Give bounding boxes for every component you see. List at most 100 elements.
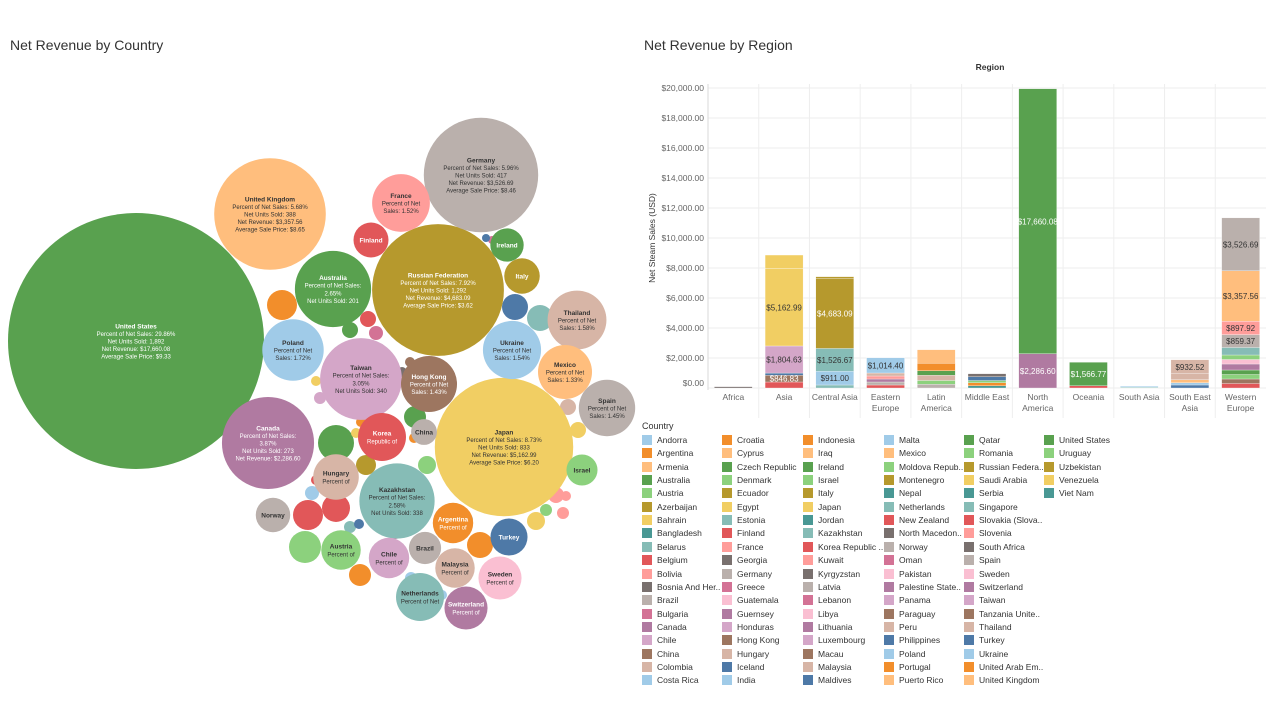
legend-item-czech-republic[interactable]: Czech Republic xyxy=(722,461,797,473)
bubble-germany-circle[interactable] xyxy=(423,117,539,233)
legend-item-chile[interactable]: Chile xyxy=(642,635,676,646)
bubble-germany[interactable]: Germany Percent of Net Sales: 5.96% Net Un… xyxy=(423,117,539,233)
legend-item-netherlands[interactable]: Netherlands xyxy=(884,501,945,513)
minor-country-bubble[interactable] xyxy=(293,500,323,530)
legend-item-india[interactable]: India xyxy=(722,675,755,686)
bar-segment-south-east-asia[interactable] xyxy=(1170,379,1210,383)
legend-item-montenegro[interactable]: Montenegro xyxy=(884,475,944,486)
legend-item-lithuania[interactable]: Lithuania xyxy=(803,621,853,633)
bubble-argentina-circle[interactable] xyxy=(432,502,474,544)
minor-country-bubble[interactable] xyxy=(354,519,364,529)
bubble-finland[interactable]: Finland xyxy=(353,222,389,258)
legend-item-norway[interactable]: Norway xyxy=(884,541,928,553)
legend-item-spain[interactable]: Spain xyxy=(964,555,1001,566)
legend-item-ireland[interactable]: Ireland xyxy=(803,461,844,473)
minor-country-bubble[interactable] xyxy=(314,392,326,404)
bubble-finland-circle[interactable] xyxy=(353,222,389,258)
bubble-hungary-circle[interactable] xyxy=(313,454,359,500)
bubble-france-circle[interactable] xyxy=(372,174,430,232)
bar-segment-latin-america[interactable] xyxy=(917,380,956,385)
bar-segment-eastern-europe[interactable] xyxy=(866,357,905,374)
bubble-russian-federation[interactable]: Russian Federation Percent of Net Sales: … xyxy=(372,224,504,356)
legend-item-panama[interactable]: Panama xyxy=(884,595,931,606)
legend-item-brazil[interactable]: Brazil xyxy=(642,595,678,606)
minor-country-bubble[interactable] xyxy=(502,294,528,320)
legend-item-viet-nam[interactable]: Viet Nam xyxy=(1044,488,1094,499)
legend-item-slovenia[interactable]: Slovenia xyxy=(964,528,1012,539)
bar-segment-middle-east[interactable] xyxy=(967,373,1007,377)
bubble-japan-circle[interactable] xyxy=(434,377,574,517)
legend-item-malta[interactable]: Malta xyxy=(884,435,920,446)
legend-item-canada[interactable]: Canada xyxy=(642,621,687,633)
minor-country-bubble[interactable] xyxy=(560,399,576,415)
bubble-netherlands-circle[interactable] xyxy=(396,573,444,621)
bubble-ireland-circle[interactable] xyxy=(490,228,524,262)
legend-item-kuwait[interactable]: Kuwait xyxy=(803,555,844,566)
legend-item-japan[interactable]: Japan xyxy=(803,501,841,513)
legend-item-ecuador[interactable]: Ecuador xyxy=(722,488,769,499)
bar-segment-western-europe[interactable] xyxy=(1221,374,1260,380)
legend-item-united-kingdom[interactable]: United Kingdom xyxy=(964,675,1039,686)
legend-item-poland[interactable]: Poland xyxy=(884,648,925,660)
legend-item-bahrain[interactable]: Bahrain xyxy=(642,515,686,526)
bubble-australia-circle[interactable] xyxy=(294,250,372,328)
bubble-israel[interactable]: Israel xyxy=(566,454,598,486)
legend-item-jordan[interactable]: Jordan xyxy=(803,515,844,526)
bubble-israel-circle[interactable] xyxy=(566,454,598,486)
legend-item-greece[interactable]: Greece xyxy=(722,581,765,593)
legend-item-puerto-rico[interactable]: Puerto Rico xyxy=(884,675,943,686)
bar-segment-western-europe[interactable] xyxy=(1221,378,1260,384)
legend-item-estonia[interactable]: Estonia xyxy=(722,515,765,526)
bubble-chile-circle[interactable] xyxy=(368,537,410,579)
legend-item-singapore[interactable]: Singapore xyxy=(964,501,1018,513)
bubble-norway[interactable]: Norway xyxy=(255,497,291,533)
legend-item-ukraine[interactable]: Ukraine xyxy=(964,648,1008,660)
bubble-united-kingdom-circle[interactable] xyxy=(214,158,326,270)
legend-item-argentina[interactable]: Argentina xyxy=(642,448,693,459)
bubble-malaysia-circle[interactable] xyxy=(435,548,475,588)
legend-item-russian-federa[interactable]: Russian Federa.. xyxy=(964,461,1044,473)
bar-segment-eastern-europe[interactable] xyxy=(866,378,905,383)
bubble-china[interactable]: China xyxy=(411,419,437,445)
bar-segment-eastern-europe[interactable] xyxy=(866,372,905,377)
bar-segment-latin-america[interactable] xyxy=(917,375,956,381)
legend-item-moldova-repub[interactable]: Moldova Repub.. xyxy=(884,461,963,473)
minor-country-bubble[interactable] xyxy=(482,234,490,242)
legend-item-israel[interactable]: Israel xyxy=(803,475,839,486)
legend-item-hungary[interactable]: Hungary xyxy=(722,648,769,660)
legend-item-saudi-arabia[interactable]: Saudi Arabia xyxy=(964,475,1027,486)
minor-country-bubble[interactable] xyxy=(540,504,552,516)
bubble-brazil[interactable]: Brazil xyxy=(408,531,442,565)
legend-item-bulgaria[interactable]: Bulgaria xyxy=(642,608,688,620)
bar-segment-eastern-europe[interactable] xyxy=(866,384,905,389)
legend-item-malaysia[interactable]: Malaysia xyxy=(803,661,852,673)
legend-item-thailand[interactable]: Thailand xyxy=(964,621,1012,633)
bubble-japan[interactable]: Japan Percent of Net Sales: 8.73% Net Unit… xyxy=(434,377,574,517)
legend-item-austria[interactable]: Austria xyxy=(642,488,683,499)
bar-segment-south-east-asia[interactable] xyxy=(1170,382,1210,386)
legend-item-belarus[interactable]: Belarus xyxy=(642,541,686,553)
bar-segment-latin-america[interactable] xyxy=(917,349,956,364)
legend-item-nepal[interactable]: Nepal xyxy=(884,488,921,499)
minor-country-bubble[interactable] xyxy=(561,491,571,501)
legend-item-south-africa[interactable]: South Africa xyxy=(964,541,1025,553)
legend-item-colombia[interactable]: Colombia xyxy=(642,661,693,673)
legend-item-armenia[interactable]: Armenia xyxy=(642,461,689,473)
legend-item-finland[interactable]: Finland xyxy=(722,528,765,539)
bubble-turkey-circle[interactable] xyxy=(490,518,528,556)
minor-country-bubble[interactable] xyxy=(267,290,297,320)
legend-item-egypt[interactable]: Egypt xyxy=(722,501,759,513)
minor-country-bubble[interactable] xyxy=(318,425,354,461)
bubble-canada[interactable]: Canada Percent of Net Sales: 3.87%Net Unit… xyxy=(221,396,315,490)
legend-item-mexico[interactable]: Mexico xyxy=(884,448,926,459)
bar-segment-latin-america[interactable] xyxy=(917,370,956,376)
bubble-kazakhstan[interactable]: Kazakhstan Percent of Net Sales:2.58% Net … xyxy=(359,463,435,539)
legend-item-luxembourg[interactable]: Luxembourg xyxy=(803,635,865,646)
legend-item-germany[interactable]: Germany xyxy=(722,568,772,580)
bubble-russian-federation-circle[interactable] xyxy=(372,224,504,356)
